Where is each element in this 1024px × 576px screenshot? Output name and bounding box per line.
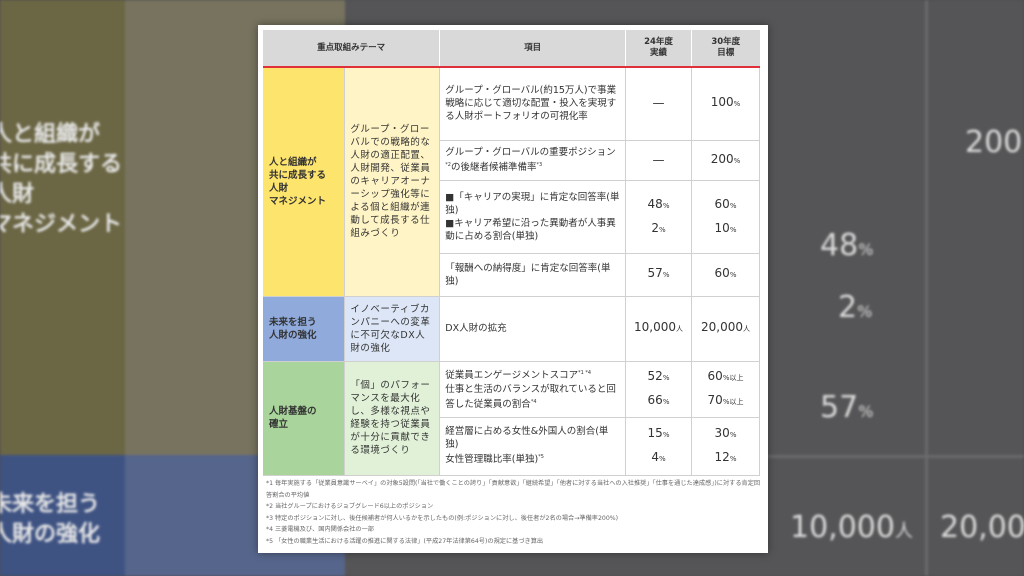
theme-description: グループ・グローバルでの戦略的な人財の適正配置、人財開発、従業員のキャリアオーナ… xyxy=(344,67,441,297)
header-actual: 24年度 実績 xyxy=(625,30,692,68)
theme-label: 人と組織が 共に成長する 人財 マネジメント xyxy=(263,67,346,297)
header-theme: 重点取組みテーマ xyxy=(263,30,441,68)
table-row: 「報酬への納得度」に肯定な回答率(単独) 57% 60% xyxy=(263,253,760,297)
table-row: 未来を担う 人財の強化 イノベーティブカンパニーへの変革に不可欠なDX人財の強化… xyxy=(263,296,760,362)
kpi-table: 重点取組みテーマ 項目 24年度 実績 30年度 目標 人と組織が 共に成長する… xyxy=(263,30,760,476)
table-row: グループ・グローバルの重要ポジション*2の後継者候補準備率*3 — 200% xyxy=(263,140,760,181)
theme-label: 未来を担う 人財の強化 xyxy=(263,296,346,362)
header-item: 項目 xyxy=(439,30,627,68)
item-text: 経営層に占める女性&外国人の割合(単独) 女性管理職比率(単独)*5 xyxy=(439,417,627,476)
footnotes: *1 毎年実施する「従業員意識サーベイ」の対象5設問(「当社で働くことの誇り」「… xyxy=(266,478,761,547)
footnote: *4 三菱電機及び、国内関係会社の一部 xyxy=(266,526,374,533)
theme-description: 「個」のパフォーマンスを最大化し、多様な視点や経験を持つ従業員が十分に貢献できる… xyxy=(344,361,441,476)
hr-kpi-table-card: 重点取組みテーマ 項目 24年度 実績 30年度 目標 人と組織が 共に成長する… xyxy=(258,25,768,553)
footnote: *5 「女性の職業生活における活躍の推進に関する法律」(平成27年法律第64号)… xyxy=(266,537,544,545)
table-row: ■「キャリアの実現」に肯定な回答率(単独) ■キャリア希望に沿った異動者が人事異動… xyxy=(263,180,760,254)
item-text: DX人財の拡充 xyxy=(439,296,627,362)
item-text: ■「キャリアの実現」に肯定な回答率(単独) ■キャリア希望に沿った異動者が人事異動… xyxy=(439,180,627,254)
table-row: 人財基盤の 確立 「個」のパフォーマンスを最大化し、多様な視点や経験を持つ従業員… xyxy=(263,361,760,476)
footnote: *1 毎年実施する「従業員意識サーベイ」の対象5設問(「当社で働くことの誇り」「… xyxy=(266,480,761,499)
header-target: 30年度 目標 xyxy=(691,30,760,68)
item-text: グループ・グローバルの重要ポジション*2の後継者候補準備率*3 xyxy=(439,140,627,181)
footnote: *3 特定のポジションに対し、後任候補者が何人いるかを示したもの(例:ポジション… xyxy=(266,514,619,522)
footnote: *2 当社グループにおけるジョブグレード6以上のポジション xyxy=(266,503,434,510)
item-text: 従業員エンゲージメントスコア*1 *4 仕事と生活のバランスが取れていると回答した… xyxy=(439,361,627,418)
theme-label: 人財基盤の 確立 xyxy=(263,361,346,476)
table-row: 人と組織が 共に成長する 人財 マネジメント グループ・グローバルでの戦略的な人… xyxy=(263,67,760,297)
theme-description: イノベーティブカンパニーへの変革に不可欠なDX人財の強化 xyxy=(344,296,441,362)
item-text: 「報酬への納得度」に肯定な回答率(単独) xyxy=(439,253,627,297)
table-row: 経営層に占める女性&外国人の割合(単独) 女性管理職比率(単独)*5 15% 4% … xyxy=(263,417,760,476)
item-text: グループ・グローバル(約15万人)で事業戦略に応じて適切な配置・投入を実現する人… xyxy=(439,67,627,141)
